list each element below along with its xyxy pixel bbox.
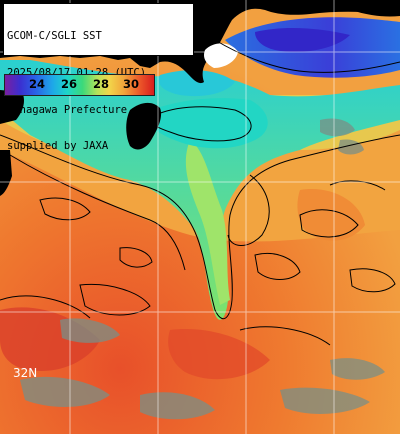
land-boso bbox=[340, 0, 400, 17]
data-credit: supplied by JAXA bbox=[7, 140, 109, 153]
info-box: GCOM-C/SGLI SST 2025/08/17 01:28 (UTC) K… bbox=[3, 3, 194, 152]
no-data-patch bbox=[204, 43, 238, 68]
product-title: GCOM-C/SGLI SST bbox=[7, 30, 102, 43]
color-scale-legend: 24 26 28 30 bbox=[4, 74, 155, 96]
scale-tick-26: 26 bbox=[60, 77, 77, 91]
region-name: Kanagawa Prefecture bbox=[7, 103, 128, 116]
green-plume bbox=[185, 140, 230, 305]
scale-tick-30: 30 bbox=[122, 77, 139, 91]
land-west-peninsula bbox=[0, 150, 12, 196]
sst-contours bbox=[0, 39, 400, 346]
cloud-noise bbox=[20, 118, 385, 420]
scale-tick-28: 28 bbox=[92, 77, 109, 91]
latitude-label: 32N bbox=[13, 366, 38, 380]
scale-tick-24: 24 bbox=[28, 77, 45, 91]
blue-inner bbox=[255, 28, 350, 52]
warm-eddy-2 bbox=[168, 329, 270, 380]
cyan-core-2 bbox=[158, 70, 235, 97]
land-west-coast bbox=[0, 90, 24, 124]
warm-eddy-3 bbox=[297, 189, 365, 241]
land-izu bbox=[126, 102, 162, 150]
